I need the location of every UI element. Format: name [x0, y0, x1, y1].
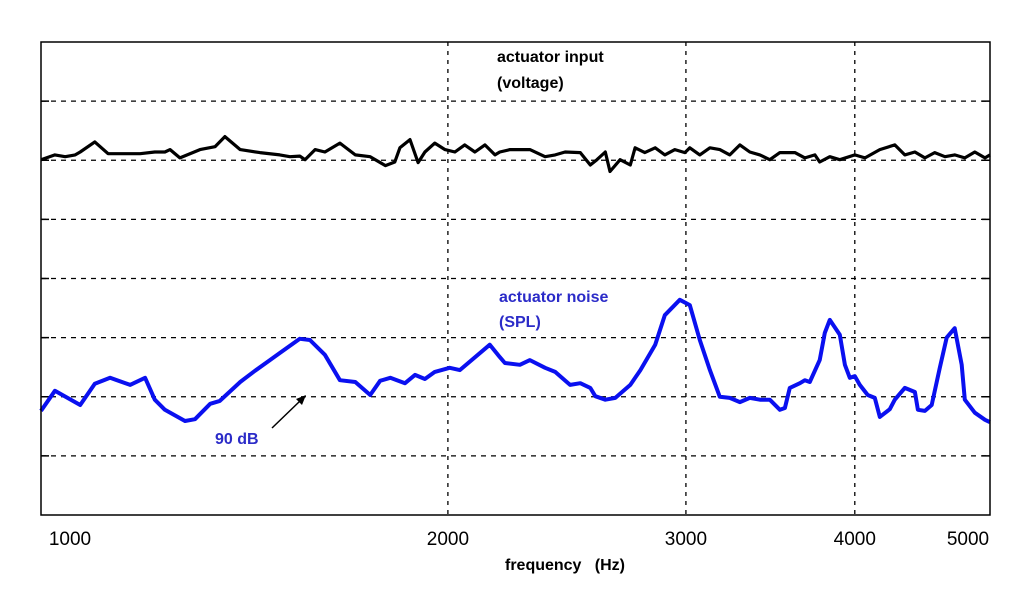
annotation-noise-line2: (SPL) [499, 314, 541, 331]
arrow-icon [271, 395, 306, 429]
plot-frame [40, 41, 991, 516]
series-line-input [40, 135, 991, 174]
x-tick-label: 3000 [665, 529, 707, 550]
annotation-90db: 90 dB [215, 431, 259, 448]
annotation-noise-line1: actuator noise [499, 289, 608, 306]
annotation-input-line1: actuator input [497, 49, 604, 66]
x-tick-label: 4000 [834, 529, 876, 550]
series-line-noise [39, 297, 991, 425]
series-lines [39, 135, 991, 425]
x-axis-label: frequency (Hz) [505, 557, 625, 574]
x-tick-label: 1000 [49, 529, 91, 550]
x-tick-labels: 1000 2000 3000 4000 5000 [49, 529, 989, 550]
grid [41, 42, 990, 515]
x-tick-label: 2000 [427, 529, 469, 550]
annotation-input-line2: (voltage) [497, 75, 564, 92]
x-tick-label: 5000 [947, 529, 989, 550]
